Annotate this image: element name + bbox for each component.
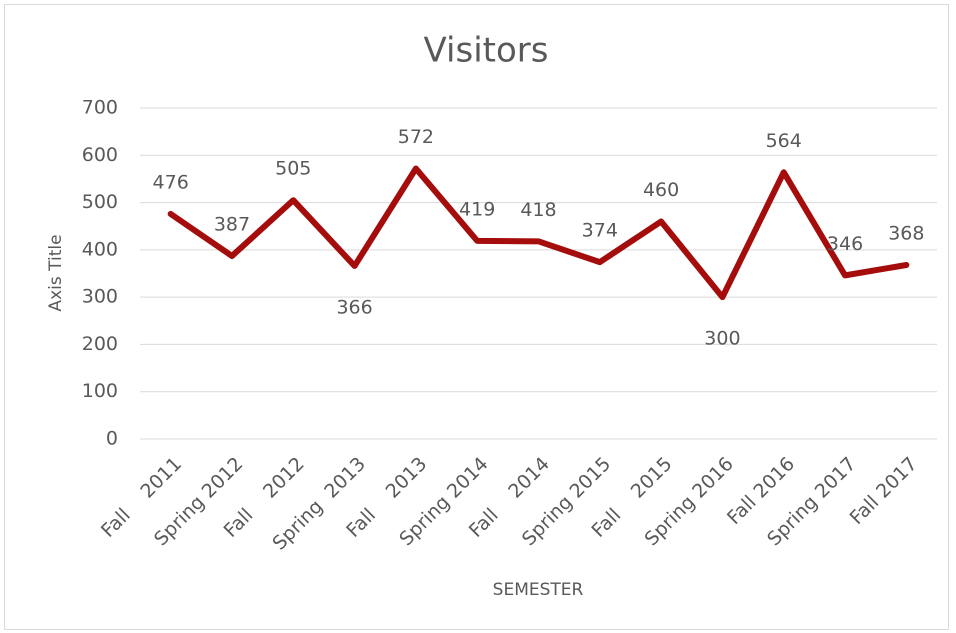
data-label: 374 (582, 220, 618, 242)
data-label: 572 (398, 126, 434, 148)
data-label: 418 (520, 199, 556, 221)
y-tick-label: 500 (82, 191, 118, 213)
y-tick-label: 100 (82, 380, 118, 402)
data-label: 366 (336, 296, 372, 318)
data-label: 476 (153, 171, 189, 193)
y-axis-title: Axis Title (46, 234, 66, 311)
data-label: 505 (275, 158, 311, 180)
data-label: 387 (214, 214, 250, 236)
y-tick-label: 300 (82, 286, 118, 308)
data-label: 300 (704, 328, 740, 350)
data-label: 564 (766, 130, 802, 152)
y-tick-label: 700 (82, 97, 118, 119)
line-series (167, 165, 910, 301)
x-axis-title: SEMESTER (493, 580, 584, 600)
chart-title: Visitors (424, 31, 549, 71)
y-tick-label: 0 (106, 428, 118, 450)
data-label: 460 (643, 179, 679, 201)
y-tick-label: 200 (82, 333, 118, 355)
chart-frame (4, 4, 949, 630)
data-label: 346 (827, 233, 863, 255)
data-label: 368 (888, 222, 924, 244)
y-tick-label: 400 (82, 238, 118, 260)
y-tick-label: 600 (82, 144, 118, 166)
data-label: 419 (459, 198, 495, 220)
